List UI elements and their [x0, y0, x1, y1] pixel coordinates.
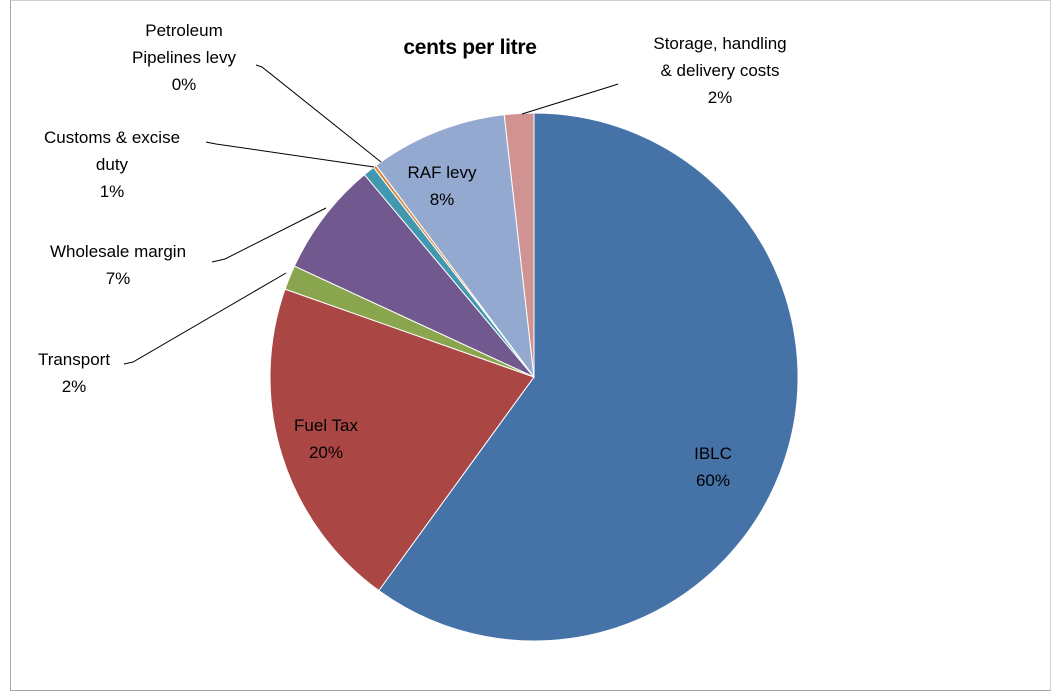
slice-label-line: & delivery costs: [660, 61, 780, 80]
slice-label-line: Pipelines levy: [132, 48, 236, 67]
slice-label-line: Fuel Tax: [294, 416, 358, 435]
pie-slice-fuel-tax: [269, 288, 535, 592]
leader-line-7: [521, 83, 619, 115]
slice-label-line: 20%: [308, 443, 344, 462]
slice-label-line: 1%: [99, 182, 125, 201]
slice-label-2: Transport 2%: [38, 346, 110, 400]
leader-line-5: [255, 64, 382, 163]
slice-label-line: 60%: [695, 471, 731, 490]
slice-label-line: Petroleum: [145, 21, 223, 40]
slice-label-7: Storage, handling & delivery costs 2%: [653, 30, 786, 111]
chart-title: cents per litre: [403, 36, 537, 59]
slice-label-5: Petroleum Pipelines levy 0%: [132, 17, 236, 98]
slice-label-line: 7%: [105, 269, 131, 288]
slice-label-line: 0%: [171, 75, 197, 94]
chart-frame: [10, 0, 1051, 691]
slice-label-line: Customs & excise: [43, 128, 181, 147]
slice-label-line: duty: [95, 155, 129, 174]
slice-label-3: Wholesale margin 7%: [50, 238, 186, 292]
pie-slice-raf-levy: [375, 114, 535, 379]
slice-label-6: RAF levy 8%: [408, 159, 477, 213]
slice-label-line: 2%: [61, 377, 87, 396]
leader-line-4: [205, 141, 375, 168]
slice-label-1: Fuel Tax 20%: [294, 412, 358, 466]
slice-label-line: IBLC: [694, 444, 732, 463]
slice-label-line: Transport: [37, 350, 111, 369]
slice-label-4: Customs & excise duty 1%: [44, 124, 180, 205]
pie-slice-wholesale-margin: [293, 173, 535, 378]
slice-label-line: Wholesale margin: [49, 242, 187, 261]
pie-slice-storage-handling-delivery-costs: [503, 112, 535, 378]
slice-label-line: 2%: [707, 88, 733, 107]
slice-label-0: IBLC 60%: [694, 440, 732, 494]
slice-label-line: RAF levy: [407, 163, 477, 182]
pie-slice-iblc: [378, 112, 799, 642]
leader-line-3: [211, 207, 327, 263]
slice-label-line: 8%: [429, 190, 455, 209]
leader-line-2: [123, 272, 287, 365]
slice-label-line: Storage, handling: [653, 34, 787, 53]
